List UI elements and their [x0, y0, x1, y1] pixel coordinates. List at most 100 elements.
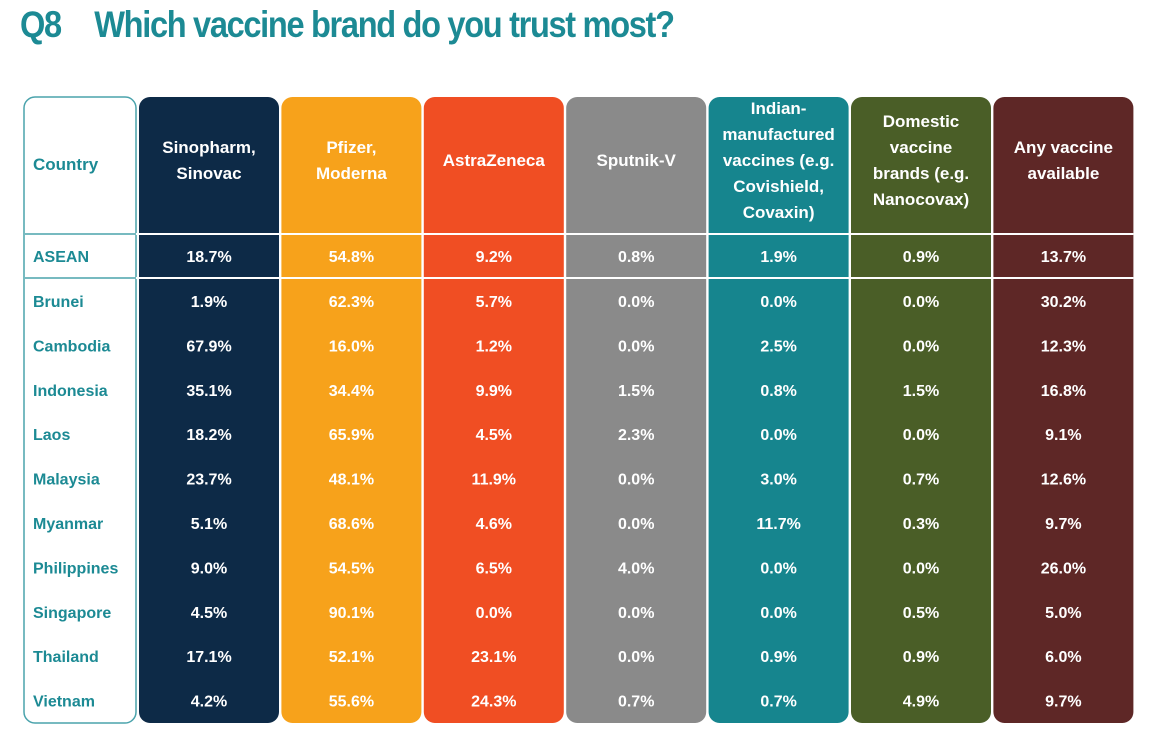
table-row-5-value-4: 0.0%: [618, 472, 654, 489]
table-row-6-value-5: 11.7%: [756, 516, 800, 533]
table-row-5-value-6: 0.7%: [903, 472, 939, 489]
country-header-label: Country: [33, 155, 99, 174]
table-row-7-value-4: 4.0%: [618, 560, 654, 577]
table-row-4-value-1: 18.2%: [186, 427, 231, 444]
table-row-6-value-2: 68.6%: [329, 516, 374, 533]
table-row-8-value-4: 0.0%: [618, 605, 654, 622]
table-row-5-value-3: 11.9%: [472, 472, 516, 489]
table-row-10-label: Vietnam: [33, 694, 95, 711]
column-header-line: AstraZeneca: [443, 151, 546, 170]
column-header-line: Sinopharm,: [162, 138, 256, 157]
table-row-9-value-6: 0.9%: [903, 649, 939, 666]
table-row-9-value-3: 23.1%: [471, 649, 516, 666]
table-row-6-value-6: 0.3%: [903, 516, 939, 533]
column-header-line: Indian-: [751, 99, 807, 118]
table-row-5-label: Malaysia: [33, 472, 100, 489]
table-row-4-value-5: 0.0%: [760, 427, 796, 444]
column-header-line: Pfizer,: [326, 138, 376, 157]
table-row-10-value-3: 24.3%: [471, 694, 516, 711]
table-row-3-value-4: 1.5%: [618, 383, 654, 400]
table-row-4-value-7: 9.1%: [1045, 427, 1081, 444]
table-row-7-value-3: 6.5%: [476, 560, 512, 577]
column-header-3: AstraZeneca: [443, 151, 546, 170]
column-header-line: Covishield,: [733, 177, 824, 196]
table-row-6-value-3: 4.6%: [476, 516, 512, 533]
table-row-3-label: Indonesia: [33, 383, 108, 400]
table-row-2-value-7: 12.3%: [1041, 338, 1086, 355]
table-row-5-value-1: 23.7%: [186, 472, 231, 489]
column-header-line: Nanocovax): [873, 190, 969, 209]
column-header-2: Pfizer, Moderna: [316, 138, 387, 183]
table-row-10-value-1: 4.2%: [191, 694, 227, 711]
column-header-7: Any vaccine available: [1014, 138, 1113, 183]
table-row-1-value-7: 30.2%: [1041, 294, 1086, 311]
summary-row-value-3: 9.2%: [476, 249, 512, 266]
column-header-5: Indian-manufactured vaccines (e.g. Covishi…: [722, 99, 834, 222]
table-row-9-value-4: 0.0%: [618, 649, 654, 666]
column-header-line: Moderna: [316, 164, 387, 183]
country-column: [23, 96, 137, 724]
table-row-6-value-7: 9.7%: [1045, 516, 1081, 533]
column-header-line: manufactured: [722, 125, 834, 144]
summary-row-value-7: 13.7%: [1041, 249, 1086, 266]
column-background-1: [139, 97, 279, 723]
table-row-5-value-5: 3.0%: [760, 472, 796, 489]
table-row-2-value-1: 67.9%: [186, 338, 231, 355]
table-row-2-value-5: 2.5%: [760, 338, 796, 355]
table-row-10-value-2: 55.6%: [329, 694, 374, 711]
question-text: Which vaccine brand do you trust most?: [94, 4, 675, 45]
table-row-7-value-2: 54.5%: [329, 560, 374, 577]
table-row-7-value-6: 0.0%: [903, 560, 939, 577]
table-row-4-value-6: 0.0%: [903, 427, 939, 444]
table-row-8-value-7: 5.0%: [1045, 605, 1081, 622]
table-row-7-value-5: 0.0%: [760, 560, 796, 577]
column-header-line: Sputnik-V: [597, 151, 677, 170]
table-row-4-value-2: 65.9%: [329, 427, 374, 444]
table-row-3-value-3: 9.9%: [476, 383, 512, 400]
table-row-1-value-5: 0.0%: [760, 294, 796, 311]
table-row-8-value-6: 0.5%: [903, 605, 939, 622]
table-row-7-label: Philippines: [33, 560, 118, 577]
column-header-line: available: [1027, 164, 1099, 183]
summary-row-value-5: 1.9%: [760, 249, 796, 266]
table-row-1-value-2: 62.3%: [329, 294, 374, 311]
table-row-10-value-5: 0.7%: [760, 694, 796, 711]
column-header-line: Any vaccine: [1014, 138, 1113, 157]
table-row-2-value-6: 0.0%: [903, 338, 939, 355]
column-header-line: Sinovac: [176, 164, 241, 183]
column-background-3: [423, 97, 564, 723]
table-row-2-value-3: 1.2%: [476, 338, 512, 355]
table-row-3-value-6: 1.5%: [903, 383, 939, 400]
table-row-6-value-1: 5.1%: [191, 516, 227, 533]
table-row-2-value-2: 16.0%: [329, 338, 374, 355]
table-row-3-value-1: 35.1%: [186, 383, 231, 400]
table-row-8-value-3: 0.0%: [476, 605, 512, 622]
table-row-4-value-3: 4.5%: [476, 427, 512, 444]
summary-row-value-6: 0.9%: [903, 249, 939, 266]
table-row-9-value-2: 52.1%: [329, 649, 374, 666]
column-header-6: Domestic vaccine brands (e.g. Nanocovax): [873, 112, 969, 209]
chart-title: Q8 Which vaccine brand do you trust most…: [20, 4, 675, 54]
table-row-5-value-7: 12.6%: [1041, 472, 1086, 489]
table-row-1-value-1: 1.9%: [191, 294, 227, 311]
table-row-10-value-7: 9.7%: [1045, 694, 1081, 711]
table-row-4-value-4: 2.3%: [618, 427, 654, 444]
column-header-line: vaccine: [890, 138, 952, 157]
summary-row-value-2: 54.8%: [329, 249, 374, 266]
table-row-1-label: Brunei: [33, 294, 84, 311]
column-background-5: [708, 97, 849, 723]
table-row-1-value-4: 0.0%: [618, 294, 654, 311]
column-header-line: Domestic: [883, 112, 960, 131]
table-row-8-label: Singapore: [33, 605, 111, 622]
column-header-line: brands (e.g.: [873, 164, 969, 183]
table-row-10-value-4: 0.7%: [618, 694, 654, 711]
summary-row-value-4: 0.8%: [618, 249, 654, 266]
column-header-4: Sputnik-V: [597, 151, 677, 170]
table-row-4-label: Laos: [33, 427, 70, 444]
column-background-6: [851, 97, 991, 723]
table-row-7-value-1: 9.0%: [191, 560, 227, 577]
table-row-3-value-5: 0.8%: [760, 383, 796, 400]
table-row-7-value-7: 26.0%: [1041, 560, 1086, 577]
table-row-6-label: Myanmar: [33, 516, 103, 533]
column-header-1: Sinopharm, Sinovac: [162, 138, 256, 183]
